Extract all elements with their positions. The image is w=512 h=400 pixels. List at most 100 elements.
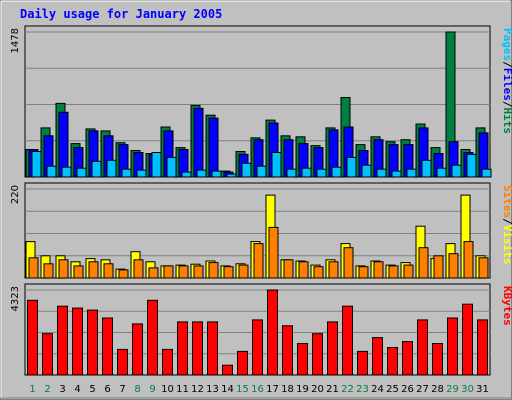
bar-pages-day-9: [151, 152, 162, 178]
bar-kbytes-day-25: [387, 347, 398, 376]
x-tick-day-19: 19: [296, 384, 309, 395]
bar-pages-day-5: [91, 160, 102, 178]
bar-sites-day-17: [268, 226, 279, 279]
bar-kbytes-day-14: [222, 364, 233, 376]
panel-kbytes: 4323 KBytes: [10, 283, 512, 376]
legend-entry: Files: [501, 68, 512, 101]
bar-pages-day-21: [331, 166, 342, 178]
bar-pages-day-27: [421, 159, 432, 178]
bar-files-day-12: [193, 107, 204, 178]
bar-kbytes-day-22: [342, 305, 353, 376]
x-tick-day-14: 14: [221, 384, 234, 395]
legend-entry: /: [501, 61, 512, 68]
x-tick-day-29: 29: [446, 384, 459, 395]
bar-pages-day-31: [481, 168, 492, 178]
x-tick-day-4: 4: [74, 384, 80, 395]
bar-sites-day-29: [448, 253, 459, 279]
bar-pages-day-4: [76, 167, 87, 178]
bar-pages-day-28: [436, 167, 447, 178]
bar-kbytes-day-6: [102, 317, 113, 376]
bar-kbytes-day-23: [357, 350, 368, 376]
bar-kbytes-day-26: [402, 341, 413, 376]
bar-sites-day-23: [358, 266, 369, 279]
bar-pages-day-13: [211, 170, 222, 178]
legend-entry: KBytes: [501, 286, 512, 326]
bar-sites-day-13: [208, 262, 219, 279]
bar-sites-day-12: [193, 265, 204, 279]
bar-sites-day-8: [133, 259, 144, 279]
bar-kbytes-day-24: [372, 337, 383, 376]
bar-pages-day-1: [31, 151, 42, 178]
bar-kbytes-day-12: [192, 321, 203, 376]
bar-pages-day-29: [451, 164, 462, 178]
bar-kbytes-day-18: [282, 325, 293, 376]
x-tick-day-21: 21: [326, 384, 339, 395]
bar-pages-day-11: [181, 171, 192, 178]
legend-entry: Visits: [501, 225, 512, 265]
legend-entry: Hits: [501, 108, 512, 135]
bar-sites-day-24: [373, 261, 384, 279]
chart-title: Daily usage for January 2005: [20, 7, 222, 21]
x-tick-day-8: 8: [134, 384, 140, 395]
bar-pages-day-26: [406, 168, 417, 178]
bar-pages-day-2: [46, 165, 57, 178]
bar-pages-day-14: [226, 173, 237, 178]
bar-sites-day-31: [478, 257, 489, 279]
bar-kbytes-day-17: [267, 289, 278, 376]
bar-sites-day-20: [313, 266, 324, 279]
bar-kbytes-day-15: [237, 350, 248, 376]
x-tick-day-7: 7: [119, 384, 125, 395]
x-tick-day-31: 31: [476, 384, 489, 395]
x-tick-day-18: 18: [281, 384, 294, 395]
bar-sites-day-18: [283, 259, 294, 279]
x-tick-day-10: 10: [161, 384, 174, 395]
bar-kbytes-day-11: [177, 321, 188, 376]
legend-visits-sites: Sites/Visits: [501, 185, 512, 265]
y-max-label: 220: [10, 185, 21, 204]
bar-sites-day-22: [343, 247, 354, 279]
bar-pages-day-8: [136, 169, 147, 178]
bar-kbytes-day-27: [417, 319, 428, 376]
bar-kbytes-day-21: [327, 321, 338, 376]
x-tick-day-24: 24: [371, 384, 384, 395]
bar-sites-day-25: [388, 265, 399, 279]
bar-pages-day-30: [466, 153, 477, 178]
legend-entry: Pages: [501, 28, 512, 61]
x-tick-day-15: 15: [236, 384, 249, 395]
bar-pages-day-25: [391, 170, 402, 178]
x-tick-day-5: 5: [89, 384, 95, 395]
bar-pages-day-12: [196, 169, 207, 178]
bar-pages-day-6: [106, 159, 117, 178]
bar-sites-day-14: [223, 266, 234, 279]
x-tick-day-22: 22: [341, 384, 354, 395]
bar-sites-day-16: [253, 243, 264, 279]
x-tick-day-27: 27: [416, 384, 429, 395]
bar-kbytes-day-9: [147, 299, 158, 376]
bar-sites-day-28: [433, 255, 444, 279]
bar-kbytes-day-20: [312, 333, 323, 376]
x-tick-day-17: 17: [266, 384, 279, 395]
bar-sites-day-15: [238, 264, 249, 279]
x-tick-day-6: 6: [104, 384, 110, 395]
bar-kbytes-day-30: [462, 303, 473, 376]
legend-kbytes: KBytes: [501, 286, 512, 326]
y-max-label: 1478: [10, 28, 21, 53]
panel-visits-sites: 220 Sites/Visits: [10, 182, 512, 279]
bar-sites-day-11: [178, 265, 189, 279]
x-tick-day-16: 16: [251, 384, 264, 395]
x-tick-day-28: 28: [431, 384, 444, 395]
bar-pages-day-15: [241, 162, 252, 178]
bar-sites-day-5: [88, 261, 99, 279]
x-tick-day-1: 1: [29, 384, 35, 395]
bar-pages-day-24: [376, 168, 387, 178]
legend-entry: /: [501, 101, 512, 108]
bar-sites-day-1: [28, 257, 39, 279]
bar-sites-day-27: [418, 247, 429, 279]
bar-sites-day-6: [103, 263, 114, 279]
bar-sites-day-9: [148, 267, 159, 279]
legend-entry: /: [501, 218, 512, 225]
x-tick-day-11: 11: [176, 384, 189, 395]
x-tick-day-3: 3: [59, 384, 65, 395]
